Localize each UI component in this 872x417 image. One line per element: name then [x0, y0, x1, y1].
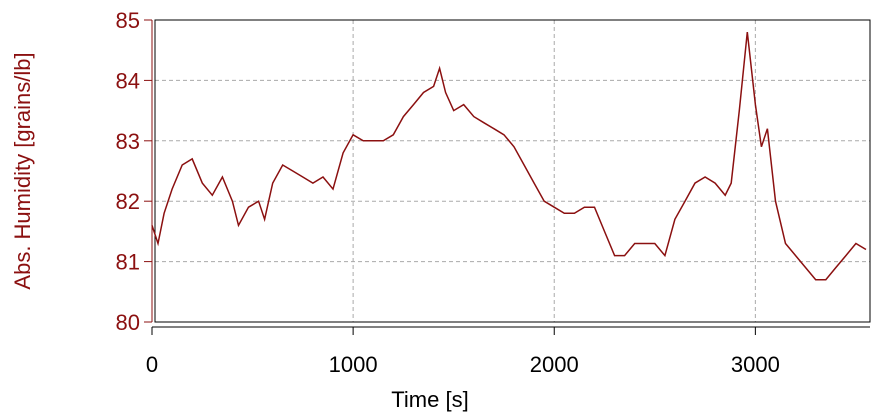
y-tick-label: 82: [116, 189, 140, 214]
y-tick-label: 81: [116, 250, 140, 275]
plot-frame: [154, 19, 871, 323]
x-tick-label: 3000: [731, 352, 780, 377]
x-tick-label: 2000: [530, 352, 579, 377]
x-tick-label: 1000: [329, 352, 378, 377]
y-tick-label: 84: [116, 68, 140, 93]
x-axis-label: Time [s]: [391, 387, 468, 412]
x-tick-label: 0: [146, 352, 158, 377]
y-tick-label: 80: [116, 310, 140, 335]
y-tick-label: 83: [116, 129, 140, 154]
y-tick-label: 85: [116, 8, 140, 33]
data-line: [151, 32, 867, 281]
y-axis-label: Abs. Humidity [grains/lb]: [10, 52, 35, 289]
